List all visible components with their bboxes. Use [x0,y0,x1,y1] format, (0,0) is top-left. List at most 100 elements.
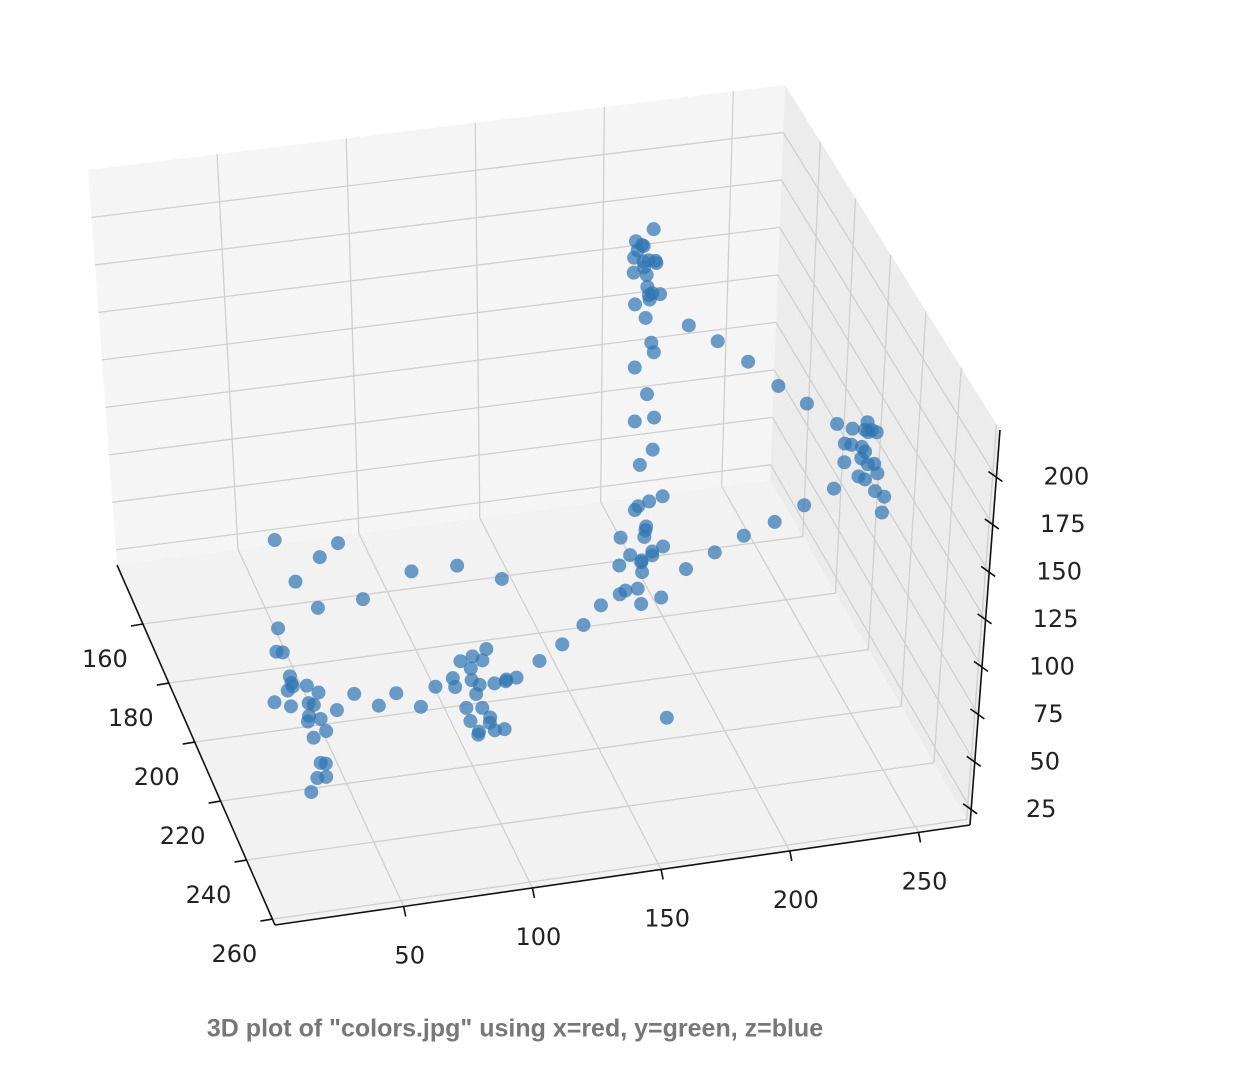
grid-line [802,141,821,537]
x-tick [402,906,407,917]
point [799,396,814,411]
grid-line [94,179,782,266]
point [639,387,654,402]
point [311,685,326,700]
y-axis-line [116,564,276,926]
grid-line [345,138,360,534]
grid-line [216,154,239,550]
x-tick [531,887,536,899]
point [644,335,659,350]
point [555,637,570,652]
point [612,558,627,573]
point [857,472,872,487]
z-tick [969,708,985,720]
point [450,558,465,573]
point [771,378,786,393]
z-tick-label: 200 [1043,462,1089,490]
x-tick [917,832,922,843]
grid-line [720,91,735,487]
point [767,514,782,529]
grid-line [479,517,662,870]
point [331,536,346,551]
point [634,238,649,253]
point [612,587,627,602]
point [647,410,662,425]
grid-line [834,198,857,594]
grid-line [168,592,836,684]
point [634,555,649,570]
grid-line [108,369,775,456]
point [877,489,892,504]
caption: 3D plot of "colors.jpg" using x=red, y=g… [207,1015,823,1043]
points [267,222,892,800]
point [645,286,660,301]
point [645,442,660,457]
z-tick [987,470,1003,483]
point [459,700,474,715]
point [310,600,325,615]
grid-line [721,485,920,833]
x-tick-label: 150 [644,904,690,932]
point [453,654,468,669]
point [626,265,641,280]
point [304,785,319,800]
y-tick [156,682,169,686]
point [428,679,443,694]
point [576,617,591,632]
z-tick [984,518,1000,530]
point [593,598,608,613]
point [857,422,872,437]
point [355,592,370,607]
grid-line [474,122,481,518]
point [630,581,645,596]
grid-line [112,416,773,503]
grid-line [91,131,784,219]
x-tick-label: 50 [394,941,425,969]
point [646,222,661,237]
point [826,481,841,496]
z-tick-label: 150 [1036,557,1082,585]
x-tick-label: 100 [516,923,562,951]
grid-line [779,227,990,573]
point [299,678,314,693]
point [837,455,852,470]
point [313,755,328,770]
point [741,354,756,369]
point [306,730,321,745]
z-tick-label: 125 [1033,605,1079,633]
point [874,505,889,520]
grid-line [115,464,771,551]
grid-line [272,818,967,920]
y-tick-label: 260 [212,940,258,968]
grid-line [142,535,803,625]
z-axis-line [969,429,1001,826]
point [659,710,674,725]
point [645,548,660,563]
point [275,645,290,660]
z-tick [977,613,993,625]
grid-line [773,369,979,716]
panes [88,85,1000,925]
grid-line [220,705,902,802]
y-tick [130,623,144,627]
point [371,698,386,713]
point [710,334,725,349]
point [471,727,486,742]
point [628,297,643,312]
z-tick-label: 75 [1033,700,1064,728]
point [463,661,478,676]
point [267,695,282,710]
point [497,722,512,737]
point [301,696,316,711]
y-tick [234,859,247,863]
point [319,769,334,784]
point [445,671,460,686]
z-tick [962,803,978,815]
grid-line [771,417,976,763]
point [475,653,490,668]
y-tick [260,918,273,922]
y-tick-label: 160 [82,645,128,673]
point [494,571,509,586]
point [329,703,344,718]
